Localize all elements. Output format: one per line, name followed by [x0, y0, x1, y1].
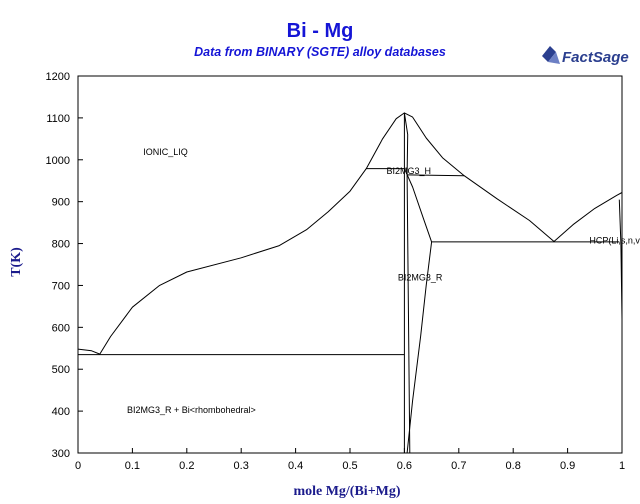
- x-tick-label: 0.5: [342, 460, 357, 472]
- x-tick-label: 0.6: [397, 460, 412, 472]
- logo-text: FactSage: [562, 49, 629, 66]
- phase-boundary-line: [407, 174, 465, 177]
- y-axis-label: T(K): [9, 247, 24, 277]
- phase-boundary-line: [77, 348, 100, 355]
- phase-region-label: BI2MG3_H: [386, 166, 431, 176]
- y-tick-label: 1100: [46, 113, 70, 125]
- phase-boundaries: [77, 112, 623, 454]
- axis-ticks: 0 0.1 0.2 0.3 0.4 0.5 0.6 0.7 0.8 0.9 1 300 400 500 60…: [46, 71, 626, 472]
- logo-mark-icon: [542, 46, 560, 64]
- factsage-logo: FactSage: [542, 46, 629, 66]
- x-tick-label: 0.3: [234, 460, 249, 472]
- x-tick-label: 0.4: [288, 460, 303, 472]
- x-tick-label: 0: [75, 460, 81, 472]
- phase-boundary-line: [618, 199, 623, 320]
- phase-boundary-line: [403, 112, 411, 454]
- y-tick-label: 900: [52, 197, 70, 209]
- phase-region-label: IONIC_LIQ: [143, 147, 188, 157]
- phase-boundary-line: [403, 168, 433, 454]
- x-axis-label: mole Mg/(Bi+Mg): [293, 484, 400, 499]
- y-tick-label: 500: [52, 364, 70, 376]
- region-labels: IONIC_LIQ BI2MG3_H BI2MG3_R HCP(Li,s,n,v) BI…: [127, 147, 640, 415]
- y-tick-label: 800: [52, 239, 70, 251]
- phase-boundary-line: [553, 192, 623, 242]
- x-tick-label: 0.7: [451, 460, 466, 472]
- phase-region-label: BI2MG3_R + Bi<rhombohedral>: [127, 405, 256, 415]
- x-tick-label: 1: [619, 460, 625, 472]
- plot-frame: [77, 75, 623, 454]
- chart-subtitle: Data from BINARY (SGTE) alloy databases: [194, 45, 446, 59]
- y-tick-label: 400: [52, 406, 70, 418]
- x-tick-label: 0.9: [560, 460, 575, 472]
- phase-region-label: HCP(Li,s,n,v): [589, 236, 640, 246]
- phase-region-label: BI2MG3_R: [398, 272, 443, 282]
- y-tick-label: 1000: [46, 155, 70, 167]
- chart-title: Bi - Mg: [286, 20, 354, 42]
- y-tick-label: 1200: [46, 71, 70, 83]
- y-tick-label: 600: [52, 322, 70, 334]
- x-tick-label: 0.1: [125, 460, 140, 472]
- x-tick-label: 0.8: [506, 460, 521, 472]
- y-tick-label: 700: [52, 280, 70, 292]
- y-tick-label: 300: [52, 448, 70, 460]
- x-tick-label: 0.2: [179, 460, 194, 472]
